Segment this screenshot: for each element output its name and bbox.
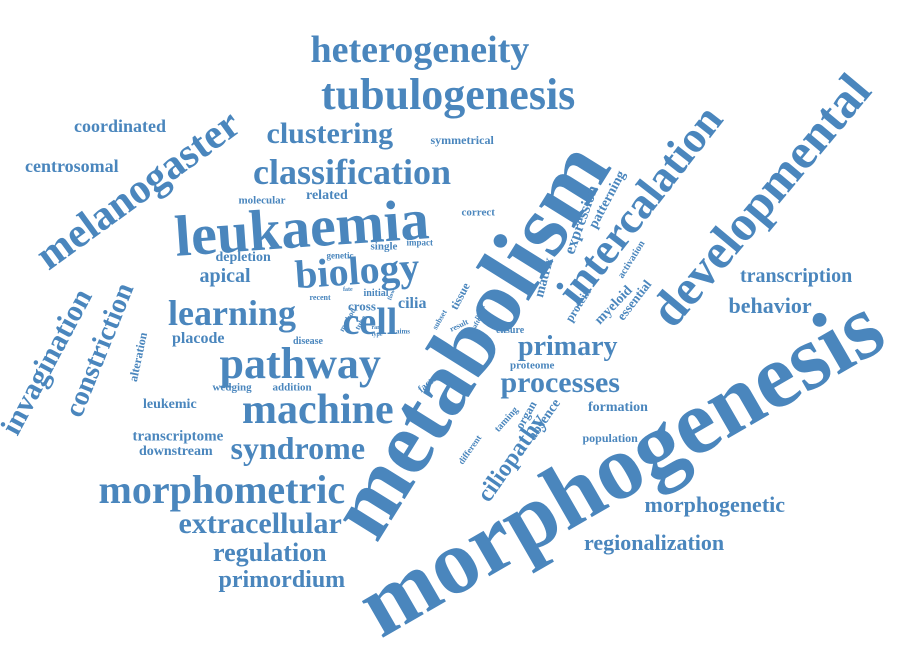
word-single: single [370, 240, 398, 253]
word-proteome: proteome [510, 359, 555, 372]
word-initial: initial [363, 288, 389, 299]
word-learning: learning [168, 293, 297, 333]
word-coordinated: coordinated [74, 116, 166, 136]
word-classification: classification [253, 152, 451, 192]
word-alteration: alteration [125, 331, 151, 383]
word-cross: cross [348, 298, 376, 314]
word-pathway: pathway [219, 339, 381, 388]
word-rare: rare [371, 325, 383, 331]
word-apical: apical [199, 265, 251, 287]
word-depletion: depletion [215, 250, 271, 265]
word-transcription: transcription [740, 265, 853, 287]
word-fate: fate [343, 287, 353, 293]
word-biology: biology [293, 243, 421, 298]
word-morphogenetic: morphogenetic [644, 492, 786, 517]
word-correct: correct [461, 206, 495, 219]
word-leukemic: leukemic [143, 397, 197, 412]
word-heterogeneity: heterogeneity [310, 29, 530, 71]
word-formation: formation [588, 400, 648, 415]
word-type: type [371, 332, 383, 338]
word-genetic: genetic [326, 250, 354, 261]
word-placode: placode [172, 330, 225, 347]
word-aims: aims [396, 327, 410, 336]
word-transcriptome: transcriptome [132, 428, 224, 445]
word-addition: addition [272, 381, 312, 394]
word-primordium: primordium [218, 567, 346, 593]
word-population: population [582, 431, 638, 445]
word-recent: recent [309, 293, 331, 302]
word-clustering: clustering [266, 117, 394, 150]
word-related: related [306, 188, 348, 203]
word-cilia: cilia [398, 295, 427, 312]
word-behavior: behavior [728, 293, 812, 318]
word-machine: machine [242, 387, 394, 433]
word-processes: processes [500, 366, 620, 399]
word-cell: cell [342, 301, 398, 343]
word-syndrome: syndrome [230, 430, 366, 466]
word-downstream: downstream [139, 444, 213, 459]
word-morphometric: morphometric [98, 467, 346, 512]
word-molecular: molecular [238, 194, 286, 207]
word-regionalization: regionalization [584, 530, 725, 555]
word-wedging: wedging [212, 381, 252, 394]
word-regulation: regulation [213, 538, 327, 567]
word-ensure: ensure [496, 325, 525, 336]
word-impact: impact [406, 237, 434, 248]
word-symmetrical: symmetrical [430, 133, 494, 147]
word-centrosomal: centrosomal [25, 156, 119, 176]
word-primary: primary [518, 331, 618, 362]
word-extracellular: extracellular [178, 507, 342, 540]
word-disease: disease [293, 336, 323, 347]
word-tubulogenesis: tubulogenesis [321, 70, 576, 119]
